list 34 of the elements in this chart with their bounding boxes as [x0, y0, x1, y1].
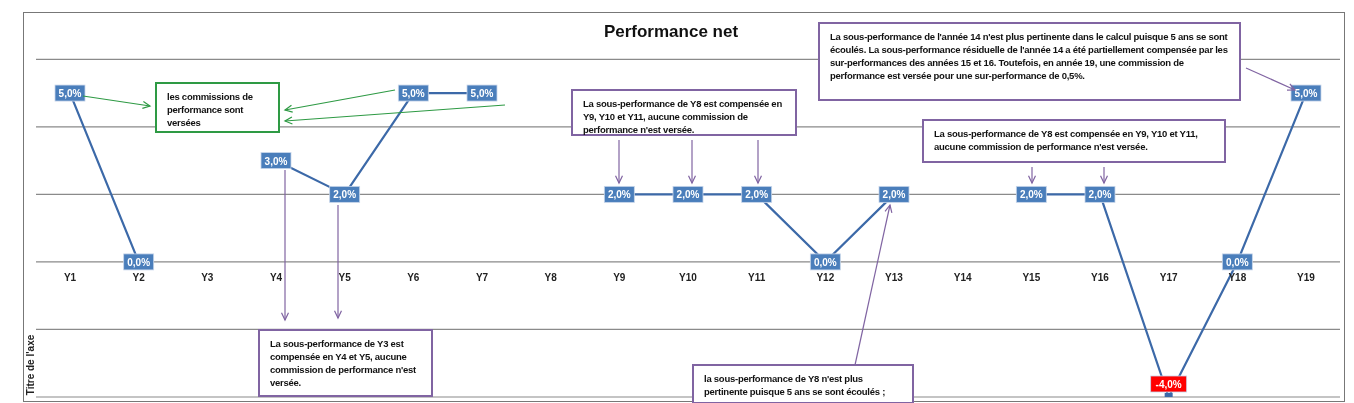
- x-tick-label: Y2: [132, 271, 146, 283]
- annotation: la sous-performance de Y8 n'est plus pertinente puisque 5 ans se sont écoulés ;: [704, 373, 886, 397]
- note-box: La sous-performance de Y8 est compensée en Y9, Y10 et Y11, aucune commission de performance n'est versée.: [922, 119, 1226, 163]
- x-tick-label: Y19: [1297, 271, 1316, 283]
- x-tick-label: Y6: [407, 271, 420, 283]
- x-tick-label: Y16: [1091, 271, 1110, 283]
- x-tick-label: Y10: [679, 271, 698, 283]
- x-tick-label: Y9: [613, 271, 626, 283]
- x-tick-label: Y17: [1159, 271, 1178, 283]
- x-tick-label: Y18: [1228, 271, 1247, 283]
- annotation: La sous-performance de Y8 est compensée en Y9, Y10 et Y11, aucune commission de performance n'est versée.: [583, 98, 782, 135]
- annotation: La sous-performance de Y3 est compensée en Y4 et Y5, aucune commission de performance n'est versée.: [270, 338, 417, 388]
- note-box: La sous-performance de l'année 14 n'est plus pertinente dans le calcul puisque 5 ans se sont écoulés. La sous-performance résiduelle de l'année 14 a été partiellement compensée par les sur-performances des années 15 et 16. Toutefois, en année 19, une commission de performance est versée pour une sur-performance de 0,5%.: [818, 22, 1241, 101]
- x-tick-label: Y7: [475, 271, 489, 283]
- note-box: la sous-performance de Y8 n'est plus pertinente puisque 5 ans se sont écoulés ;: [692, 364, 914, 403]
- x-tick-label: Y3: [201, 271, 214, 283]
- data-label: -4,0%: [1155, 379, 1182, 390]
- note-box: les commissions de performance sont versées: [155, 82, 280, 133]
- y-axis-title: Titre de l'axe: [24, 334, 36, 396]
- x-tick-label: Y5: [338, 271, 352, 283]
- x-tick-label: Y11: [748, 271, 766, 283]
- x-tick-label: Y8: [544, 271, 558, 283]
- x-tick-label: Y4: [269, 271, 283, 283]
- annotation: La sous-performance de Y8 est compensée en Y9, Y10 et Y11, aucune commission de performance n'est versée.: [934, 128, 1198, 152]
- note-box: La sous-performance de Y8 est compensée en Y9, Y10 et Y11, aucune commission de performance n'est versée.: [571, 89, 797, 136]
- x-tick-label: Y15: [1022, 271, 1041, 283]
- note-box: La sous-performance de Y3 est compensée en Y4 et Y5, aucune commission de performance n'est versée.: [258, 329, 433, 397]
- x-tick-label: Y1: [63, 271, 77, 283]
- x-tick-label: Y13: [885, 271, 904, 283]
- annotation: La sous-performance de l'année 14 n'est plus pertinente dans le calcul puisque 5 ans se sont écoulés. La sous-performance résiduelle de l'année 14 a été partiellement compensée par les sur-performances des années 15 et 16. Toutefois, en année 19, une commission de performance est versée pour une sur-performance de 0,5%.: [830, 31, 1228, 81]
- x-tick-label: Y14: [953, 271, 972, 283]
- annotation: les commissions de performance sont versées: [167, 91, 253, 128]
- text: Performance net: [603, 22, 739, 41]
- x-tick-label: Y12: [816, 271, 835, 283]
